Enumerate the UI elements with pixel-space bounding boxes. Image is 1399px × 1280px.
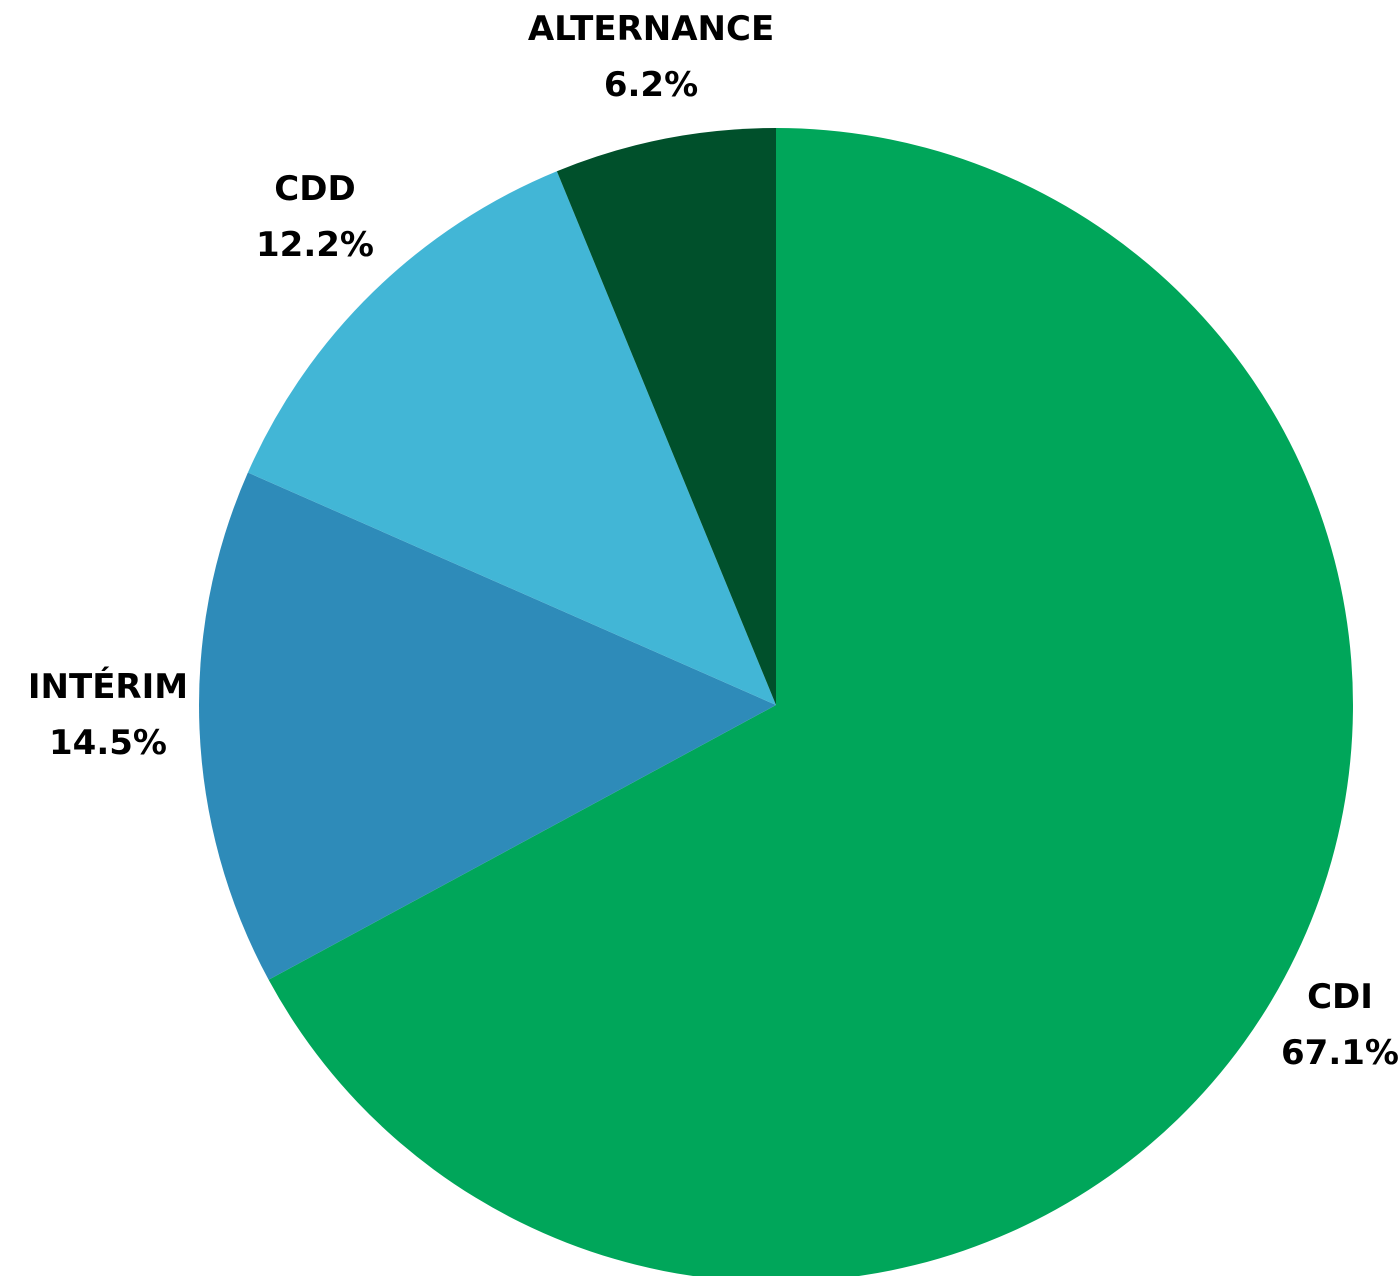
slice-value-label-cdi: 67.1%: [1281, 1033, 1399, 1073]
slice-value-label-alternance: 6.2%: [604, 65, 698, 105]
slice-label-cdd: CDD: [274, 169, 355, 209]
slices-layer: [199, 128, 1353, 1276]
slice-label-alternance: ALTERNANCE: [528, 9, 774, 49]
slice-label-interim: INTÉRIM: [28, 666, 188, 707]
slice-value-label-cdd: 12.2%: [256, 225, 374, 265]
slice-label-cdi: CDI: [1307, 977, 1373, 1017]
slice-value-label-interim: 14.5%: [49, 723, 167, 763]
